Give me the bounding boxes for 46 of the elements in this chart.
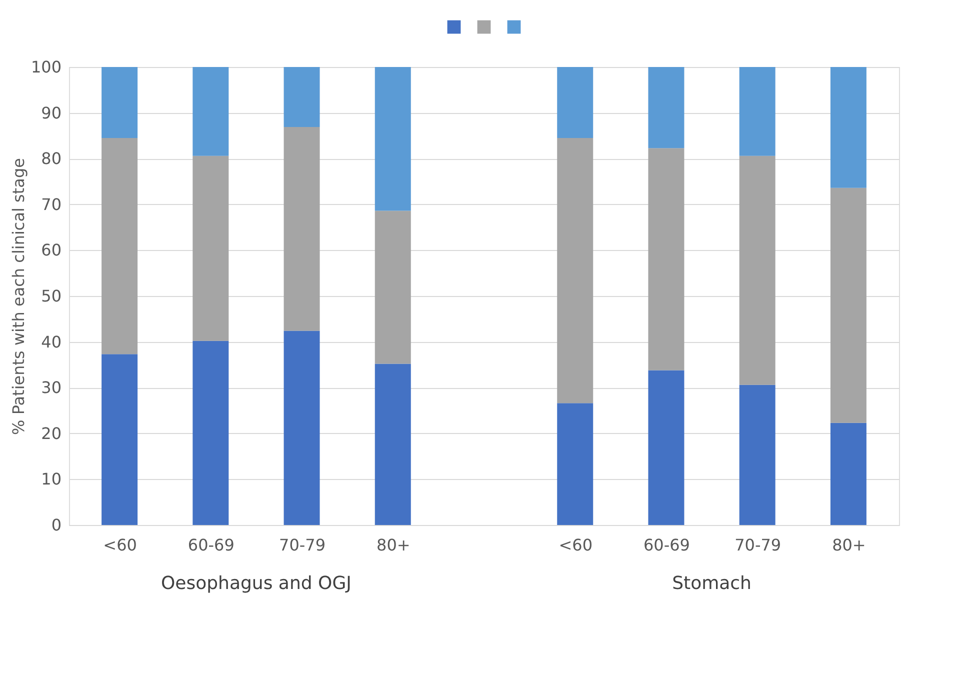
bar xyxy=(192,156,229,341)
bar xyxy=(284,127,320,331)
y-tick-label: 60 xyxy=(41,240,62,260)
bar xyxy=(102,67,138,138)
text: Stomach xyxy=(672,573,752,594)
bar xyxy=(830,67,866,188)
bar xyxy=(374,67,411,211)
y-axis-title: % Patients with each clinical stage xyxy=(8,158,28,435)
bar xyxy=(648,67,684,148)
y-tick-label: 80 xyxy=(41,149,62,168)
bar xyxy=(830,422,866,525)
x-tick-label: <60 xyxy=(103,536,137,554)
bar xyxy=(739,67,776,156)
x-tick-label: 80+ xyxy=(832,536,866,554)
bar xyxy=(102,138,138,354)
bar xyxy=(192,340,229,525)
bar xyxy=(739,384,776,525)
x-tick-label: 60-69 xyxy=(188,536,234,554)
bar xyxy=(102,354,138,525)
x-tick-label: 70-79 xyxy=(279,536,326,554)
bar xyxy=(739,156,776,385)
y-tick-label: 30 xyxy=(41,378,62,398)
bar xyxy=(374,210,411,364)
x-tick-label: 60-69 xyxy=(643,536,690,554)
y-tick-label: 100 xyxy=(30,58,62,76)
x-tick-label: 80+ xyxy=(376,536,410,554)
y-tick-label: 20 xyxy=(41,424,62,443)
y-tick-label: 70 xyxy=(41,194,62,214)
y-tick-label: 40 xyxy=(41,332,62,352)
x-tick-label: 70-79 xyxy=(734,536,782,554)
text: Oesophagus and OGJ xyxy=(160,573,352,594)
y-tick-label: 10 xyxy=(41,470,62,489)
bar xyxy=(648,370,684,525)
bar xyxy=(284,330,320,525)
y-tick-label: 90 xyxy=(41,103,62,122)
bar xyxy=(648,148,684,370)
x-tick-label: <60 xyxy=(558,536,592,554)
bar xyxy=(284,67,320,127)
bar xyxy=(557,138,594,404)
bar xyxy=(830,188,866,423)
bar xyxy=(374,364,411,525)
bar xyxy=(557,403,594,525)
bar xyxy=(557,67,594,138)
y-tick-label: 50 xyxy=(41,286,62,306)
bar xyxy=(192,67,229,156)
y-tick-label: 0 xyxy=(51,516,62,534)
